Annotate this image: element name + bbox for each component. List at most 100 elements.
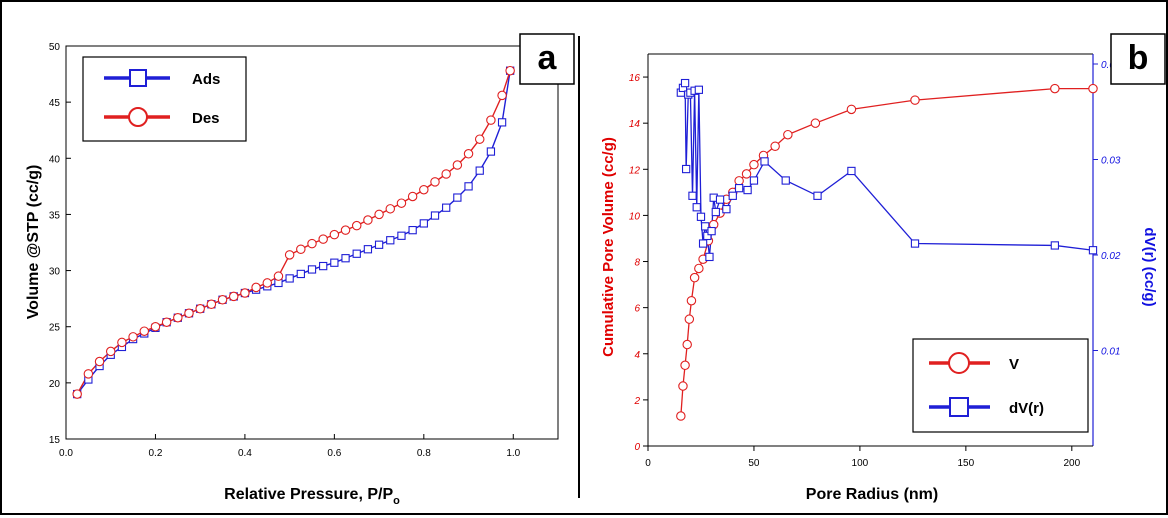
panel-a-legend: Ads Des (82, 56, 247, 142)
panel-a-point-ads (430, 211, 440, 220)
panel-b-point-v (684, 314, 695, 324)
panel-a-x-tick-label: 0.0 (59, 448, 73, 459)
panel-a-series-line-des (76, 70, 511, 395)
panel-b-point-dvr (1050, 241, 1060, 250)
panel-a-point-des (72, 389, 82, 399)
panel-a-point-des (94, 356, 105, 367)
panel-a-point-ads (486, 147, 496, 156)
legend-v-label: V (1009, 356, 1019, 373)
panel-a-point-des (463, 149, 474, 159)
svg-text:a: a (538, 39, 558, 77)
panel-b-right-tick-label: 0.01 (1101, 347, 1120, 358)
panel-b-point-v (680, 360, 690, 371)
panel-a-point-des (240, 288, 250, 298)
panel-a-point-des (105, 346, 116, 357)
panel-b-point-dvr (698, 239, 708, 248)
panel-b-legend: V dV(r) (912, 338, 1089, 433)
panel-b-point-dvr (707, 226, 716, 236)
panel-a-point-ads (453, 193, 462, 202)
panel-a-point-ads (442, 203, 451, 212)
panel-a-point-ads (363, 245, 373, 254)
panel-b-right-tick-label: 0.03 (1101, 156, 1121, 167)
panel-b-point-dvr (705, 252, 714, 262)
panel-a-point-ads (341, 254, 350, 263)
panel-b-point-dvr (847, 166, 856, 176)
panel-a-point-des (441, 169, 451, 179)
panel-b-point-dvr (781, 176, 790, 185)
panel-a-point-des (430, 177, 440, 187)
panel-a-point-des (340, 225, 351, 235)
panel-b-point-v (1050, 83, 1060, 94)
panel-b-point-dvr (703, 231, 712, 241)
panel-b-x-axis-label: Pore Radius (nm) (806, 486, 938, 503)
panel-b-point-dvr (694, 85, 704, 94)
panel-b-point-dvr (722, 205, 731, 214)
panel-a-point-des (150, 321, 161, 332)
panel-a-x-axis-label: Relative Pressure, P/Po (224, 486, 400, 507)
panel-b-point-dvr (688, 191, 697, 200)
panel-a-point-ads (285, 274, 294, 283)
panel-a: 0.0 0.2 0.4 0.6 0.8 1.0 15 20 25 30 35 40 45 50 Rela… (25, 33, 575, 507)
panel-b-point-dvr (711, 207, 720, 217)
panel-a-point-ads (307, 265, 317, 274)
svg-text:b: b (1128, 39, 1149, 77)
panel-a-point-ads (397, 231, 406, 240)
panel-b-point-v (1088, 83, 1098, 94)
panel-b-point-v (686, 295, 697, 306)
panel-a-y-tick-label: 20 (49, 379, 61, 390)
panel-b-x-tick-label: 0 (645, 458, 651, 469)
panel-a-point-des (407, 191, 418, 202)
panel-a-point-des (307, 238, 317, 249)
panel-b-x-tick-label: 100 (852, 458, 869, 469)
legend-dvr-label: dV(r) (1009, 400, 1044, 417)
legend-dvr-marker (949, 397, 969, 417)
panel-a-point-des (296, 244, 306, 254)
panel-b-point-dvr (1088, 246, 1098, 255)
panel-b-y-tick-label: 8 (634, 258, 640, 269)
panel-a-point-des (161, 317, 172, 327)
panel-b-point-dvr (760, 157, 769, 166)
panel-b-x-tick-label: 200 (1063, 458, 1080, 469)
panel-b-y-tick-label: 4 (634, 350, 640, 361)
panel-a-y-tick-label: 35 (49, 210, 61, 221)
panel-b-point-dvr (696, 212, 706, 221)
panel-a-point-des (184, 308, 194, 318)
panel-a-point-des (329, 229, 340, 240)
panel-a-point-des (173, 312, 183, 323)
panel-b-point-v (810, 118, 821, 128)
panel-a-x-tick-label: 0.8 (417, 448, 431, 459)
panel-b-y-tick-label: 14 (629, 119, 641, 130)
panel-a-letter-box: a (519, 33, 575, 85)
panel-b-point-dvr (813, 191, 822, 200)
panel-a-y-axis-label: Volume @STP (cc/g) (25, 165, 42, 320)
panel-b-point-v (783, 129, 793, 140)
panel-b-point-v (734, 176, 744, 186)
panel-b-x-tick-label: 150 (958, 458, 975, 469)
panel-b-y-tick-label: 10 (629, 211, 641, 222)
panel-a-point-des (217, 295, 228, 305)
panel-b-y-tick-label: 6 (634, 304, 640, 315)
panel-a-point-ads (386, 236, 395, 245)
panel-b-x-tick-label: 50 (748, 458, 760, 469)
panel-a-point-ads (464, 182, 473, 191)
panel-b-y-tick-label: 16 (629, 73, 641, 84)
panel-a-point-des (419, 184, 429, 195)
panel-b-point-dvr (749, 176, 759, 185)
panel-a-point-des (486, 115, 496, 125)
panel-a-point-des (195, 303, 205, 314)
panel-b-point-v (741, 169, 752, 179)
panel-a-point-ads (319, 261, 328, 271)
panel-a-series-line-ads (76, 70, 511, 395)
panel-b-right-y-axis-label: dV(r) (cc/g) (1141, 227, 1158, 306)
legend-ads-marker (129, 69, 147, 87)
panel-b-point-v (749, 159, 759, 170)
panel-a-point-des (318, 234, 328, 244)
panel-a-point-ads (408, 225, 417, 235)
panel-a-point-des (351, 220, 362, 231)
panel-a-point-des (117, 337, 127, 348)
panel-a-point-des (505, 65, 515, 76)
panel-a-point-des (284, 250, 295, 260)
panel-b-right-tick-label: 0.02 (1101, 251, 1121, 262)
